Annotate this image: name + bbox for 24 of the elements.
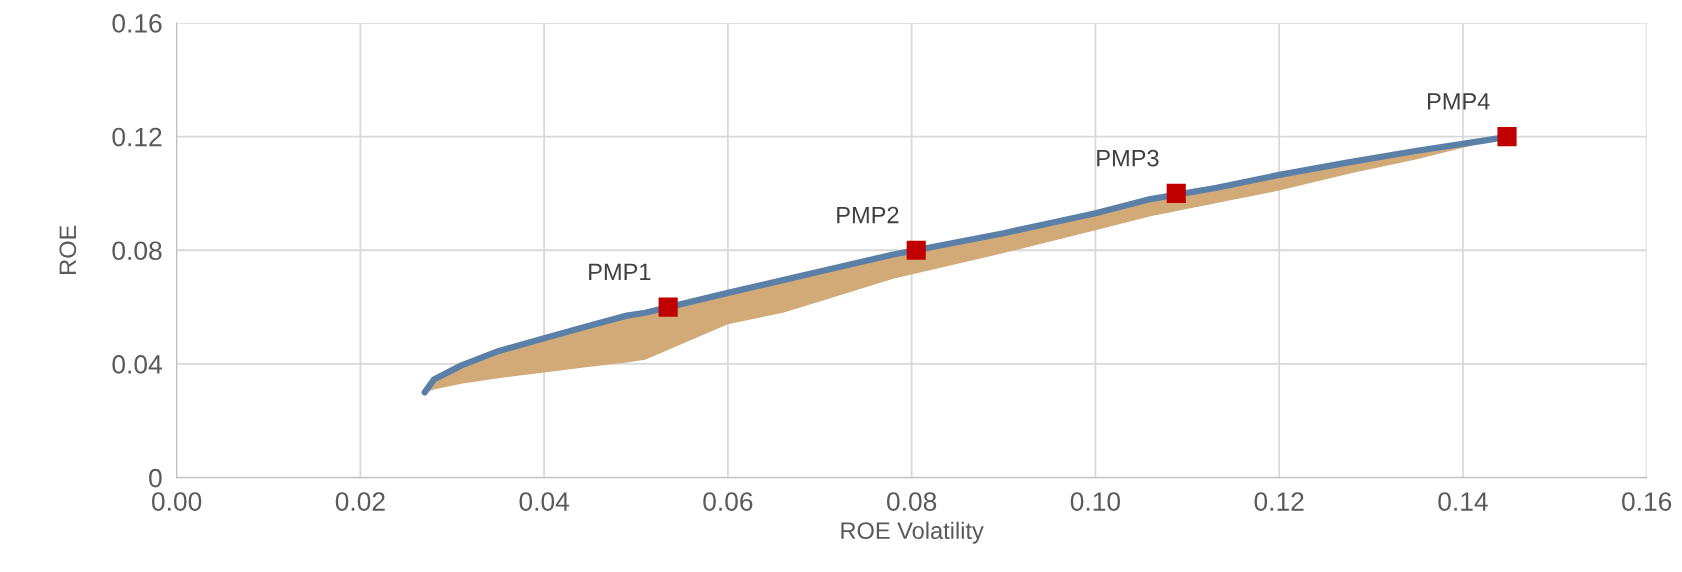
x-axis-title: ROE Volatility xyxy=(841,521,984,544)
x-tick-label: 0.14 xyxy=(1438,492,1488,511)
y-tick-label: 0.04 xyxy=(112,355,162,374)
y-tick-label: 0.16 xyxy=(112,14,162,33)
x-tick-label: 0.10 xyxy=(1070,492,1121,511)
x-tick-label: 0.00 xyxy=(151,492,202,511)
x-tick-label: 0.06 xyxy=(703,492,753,511)
point xyxy=(658,297,678,317)
y-axis-title: ROE xyxy=(59,225,77,274)
point xyxy=(1497,126,1517,147)
point xyxy=(906,240,926,260)
annotation: PMP2 xyxy=(837,206,899,224)
x-tick-label: 0.12 xyxy=(1254,492,1304,511)
annotation: PMP1 xyxy=(589,263,651,280)
x-tick-label: 0.16 xyxy=(1622,492,1672,511)
x-tick-label: 0.02 xyxy=(335,492,385,511)
annotation: PMP3 xyxy=(1097,149,1159,167)
y-tick-label: 0 xyxy=(149,468,162,488)
point xyxy=(1166,183,1186,203)
x-tick-label: 0.08 xyxy=(887,492,937,511)
y-tick-label: 0.12 xyxy=(112,127,162,147)
annotation: PMP4 xyxy=(1428,93,1490,110)
y-tick-label: 0.08 xyxy=(112,241,162,261)
x-tick-label: 0.04 xyxy=(519,492,570,511)
